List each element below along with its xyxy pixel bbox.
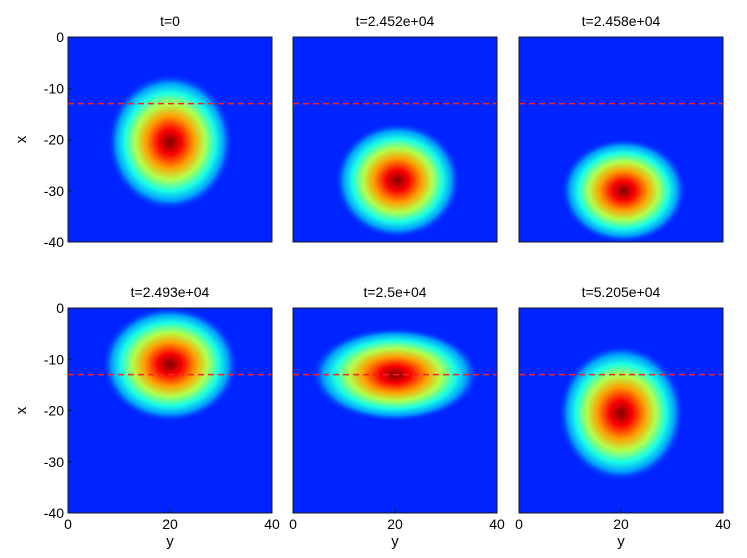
- panel-6: t=5.205e+04 0 20 40 y: [515, 284, 731, 550]
- panel-title: t=2.452e+04: [356, 13, 435, 29]
- y-axis-label: x: [13, 135, 30, 143]
- y-axis-label: x: [13, 406, 30, 414]
- panel-title: t=2.458e+04: [582, 13, 661, 29]
- panels: t=0 0 -10 -20 -30 -40 x t=2.452e+04 t=2.458e+04 t…: [13, 13, 731, 550]
- panel-title: t=2.493e+04: [131, 284, 210, 300]
- x-tick-label: 40: [715, 516, 731, 532]
- y-tick-label: -20: [44, 403, 64, 419]
- x-axis-label: y: [617, 533, 625, 550]
- x-tick-label: 20: [613, 516, 629, 532]
- y-tick-label: -30: [44, 454, 64, 470]
- panel-2: t=2.452e+04: [292, 13, 498, 243]
- x-axis-label: y: [391, 533, 399, 550]
- x-tick-label: 40: [489, 516, 505, 532]
- x-tick-label: 40: [264, 516, 280, 532]
- x-tick-label: 20: [387, 516, 403, 532]
- panel-title: t=2.5e+04: [363, 284, 426, 300]
- y-tick-label: -10: [44, 80, 64, 96]
- axes-frame: [518, 36, 724, 243]
- y-tick-label: -40: [44, 505, 64, 521]
- panel-1: t=0 0 -10 -20 -30 -40 x: [13, 13, 273, 250]
- density-blob: [558, 344, 684, 482]
- density-blob: [102, 306, 238, 423]
- y-tick-label: -40: [44, 234, 64, 250]
- panel-title: t=0: [160, 13, 180, 29]
- y-tick-label: 0: [56, 29, 64, 45]
- y-tick-label: -20: [44, 132, 64, 148]
- density-blob: [560, 138, 687, 244]
- panel-5: t=2.5e+04 0 20 40 y: [289, 284, 505, 550]
- y-tick-label: -10: [44, 351, 64, 367]
- x-tick-label: 0: [515, 516, 523, 532]
- x-tick-label: 20: [162, 516, 178, 532]
- panel-3: t=2.458e+04: [518, 13, 724, 244]
- x-axis-label: y: [166, 533, 174, 550]
- y-tick-label: 0: [56, 300, 64, 316]
- density-blob: [334, 122, 461, 239]
- y-tick-label: -30: [44, 183, 64, 199]
- axes-frame: [292, 36, 498, 243]
- x-tick-label: 0: [64, 516, 72, 532]
- panel-title: t=5.205e+04: [582, 284, 661, 300]
- x-tick-label: 0: [289, 516, 297, 532]
- density-blob: [107, 73, 233, 211]
